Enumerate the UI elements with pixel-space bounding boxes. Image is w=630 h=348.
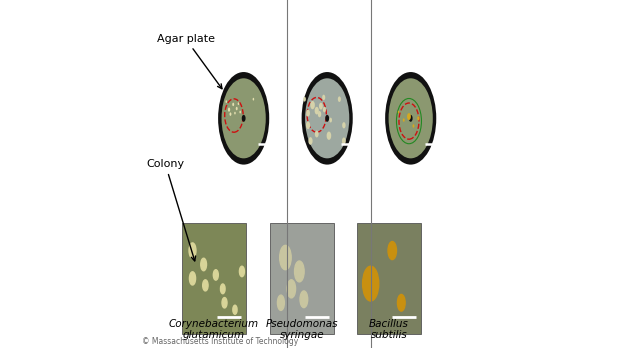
Ellipse shape	[342, 137, 346, 144]
Ellipse shape	[306, 110, 310, 117]
Text: Bacillus
subtilis: Bacillus subtilis	[369, 319, 409, 340]
Ellipse shape	[409, 115, 413, 122]
Text: Pseudomonas
syringae: Pseudomonas syringae	[265, 319, 338, 340]
Bar	[357, 223, 421, 334]
Ellipse shape	[322, 95, 325, 100]
Ellipse shape	[222, 298, 227, 308]
Ellipse shape	[253, 98, 254, 101]
Ellipse shape	[306, 121, 310, 129]
Ellipse shape	[363, 266, 379, 301]
Ellipse shape	[201, 258, 207, 271]
Ellipse shape	[239, 111, 241, 113]
Ellipse shape	[190, 272, 195, 285]
Ellipse shape	[233, 305, 237, 314]
Ellipse shape	[280, 245, 291, 270]
Ellipse shape	[318, 111, 321, 117]
Ellipse shape	[329, 118, 332, 122]
Ellipse shape	[302, 72, 353, 165]
Text: © Massachusetts Institute of Technology: © Massachusetts Institute of Technology	[142, 337, 298, 346]
Bar	[270, 223, 334, 334]
Text: Corynebacterium
glutamicum: Corynebacterium glutamicum	[169, 319, 259, 340]
Ellipse shape	[310, 101, 315, 109]
Ellipse shape	[407, 113, 411, 120]
Ellipse shape	[314, 107, 319, 114]
Ellipse shape	[385, 72, 436, 165]
Text: Agar plate: Agar plate	[157, 34, 222, 89]
Ellipse shape	[228, 108, 230, 112]
Ellipse shape	[338, 96, 341, 102]
Ellipse shape	[242, 115, 246, 122]
Ellipse shape	[226, 100, 227, 103]
Ellipse shape	[326, 132, 331, 140]
Ellipse shape	[403, 118, 404, 122]
Ellipse shape	[389, 78, 433, 158]
Ellipse shape	[300, 291, 307, 308]
Ellipse shape	[398, 294, 405, 311]
Ellipse shape	[229, 112, 231, 116]
Ellipse shape	[236, 107, 238, 110]
Bar	[182, 223, 246, 334]
Ellipse shape	[222, 78, 266, 158]
Ellipse shape	[232, 103, 234, 106]
Ellipse shape	[325, 115, 329, 122]
Ellipse shape	[342, 122, 346, 128]
Ellipse shape	[189, 243, 196, 258]
Ellipse shape	[315, 130, 319, 137]
Ellipse shape	[277, 295, 284, 310]
Ellipse shape	[413, 124, 415, 128]
Ellipse shape	[305, 78, 349, 158]
Ellipse shape	[323, 107, 326, 112]
Ellipse shape	[388, 242, 396, 260]
Ellipse shape	[287, 280, 295, 298]
Ellipse shape	[239, 266, 244, 277]
Ellipse shape	[398, 111, 399, 113]
Ellipse shape	[234, 112, 236, 114]
Text: Colony: Colony	[146, 159, 195, 261]
Ellipse shape	[308, 137, 312, 145]
Ellipse shape	[295, 261, 304, 282]
Ellipse shape	[214, 270, 219, 280]
Ellipse shape	[417, 116, 420, 120]
Ellipse shape	[303, 97, 306, 102]
Ellipse shape	[203, 280, 208, 291]
Ellipse shape	[220, 284, 225, 294]
Ellipse shape	[218, 72, 269, 165]
Ellipse shape	[319, 103, 323, 110]
Ellipse shape	[238, 102, 239, 105]
